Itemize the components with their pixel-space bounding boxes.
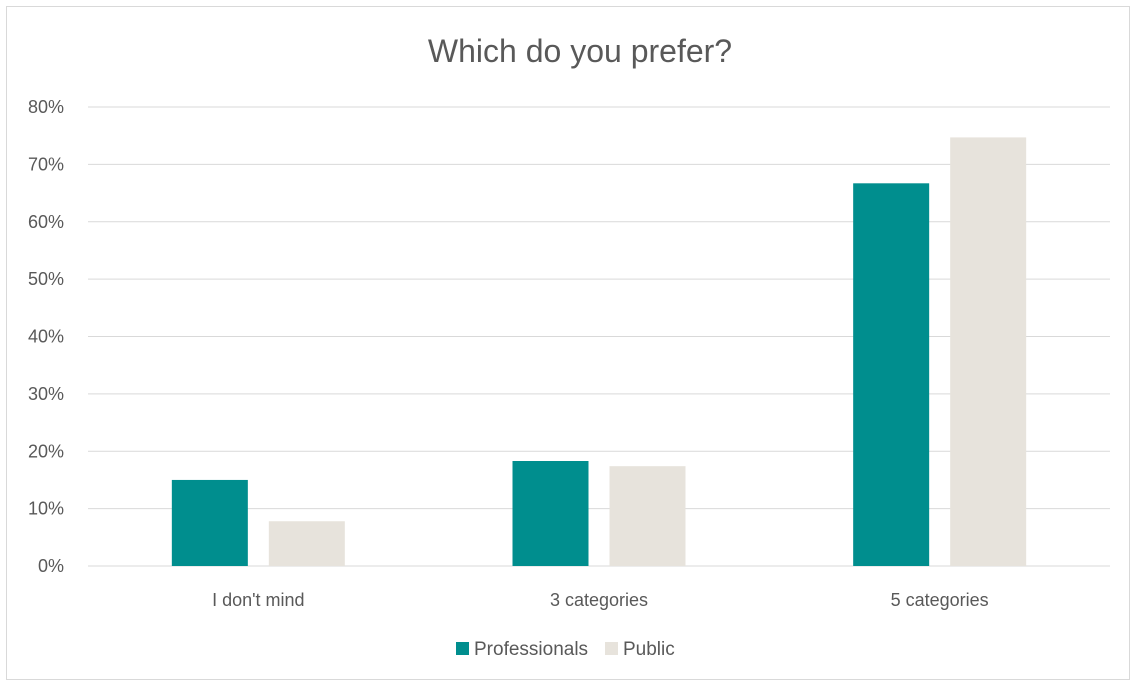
y-tick-label: 10% [28,499,64,519]
y-tick-label: 70% [28,154,64,174]
bar-professionals-0 [171,479,248,566]
y-axis-ticks: 0% 10% 20% 30% 40% 50% 60% 70% 80% [28,97,64,576]
gridlines [88,106,1110,567]
x-axis-ticks: I don't mind 3 categories 5 categories [212,590,989,610]
y-tick-label: 80% [28,97,64,117]
bars [171,137,1027,566]
chart-title: Which do you prefer? [428,33,732,69]
legend-label-professionals: Professionals [474,639,588,660]
bar-public-1 [609,466,686,566]
legend-swatch-public [605,642,618,655]
y-tick-label: 20% [28,441,64,461]
y-tick-label: 0% [38,556,64,576]
legend-label-public: Public [623,639,675,660]
y-tick-label: 40% [28,327,64,347]
y-tick-label: 60% [28,212,64,232]
chart-frame [6,6,1130,680]
bar-professionals-1 [512,461,589,566]
y-tick-label: 30% [28,384,64,404]
x-tick-label: 5 categories [891,590,989,610]
legend: Professionals Public [456,639,675,660]
legend-swatch-professionals [456,642,469,655]
bar-professionals-2 [853,183,930,566]
x-tick-label: I don't mind [212,590,305,610]
bar-public-0 [268,521,345,566]
x-tick-label: 3 categories [550,590,648,610]
y-tick-label: 50% [28,269,64,289]
bar-public-2 [950,137,1027,566]
